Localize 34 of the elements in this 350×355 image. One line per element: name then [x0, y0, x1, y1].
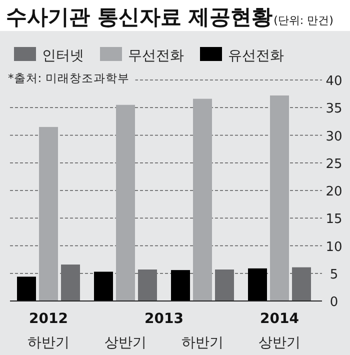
bar: [138, 270, 157, 301]
text: 2013: [144, 311, 184, 327]
bar: [17, 276, 36, 301]
y-tick-label: 20: [326, 184, 342, 200]
chart-title: 수사기관 통신자료 제공현황: [6, 5, 273, 29]
y-tick-label: 40: [326, 74, 342, 89]
legend-label: 유선전화: [228, 48, 284, 64]
bar: [193, 98, 212, 301]
bar: [94, 272, 113, 301]
bar: [171, 270, 190, 301]
y-tick-label: 25: [326, 156, 342, 172]
x-tick-label: 하반기: [182, 335, 224, 351]
text: 2014: [260, 311, 300, 327]
bar: [292, 267, 311, 301]
x-tick-label: 상반기: [104, 335, 146, 351]
chart-subtitle: (단위: 만건): [274, 14, 334, 27]
bar: [248, 268, 267, 301]
y-tick-label: 35: [326, 102, 342, 117]
bar: [270, 95, 289, 301]
y-tick-label: 0: [330, 295, 338, 310]
bar: [39, 126, 58, 301]
legend-label: 인터넷: [42, 48, 84, 64]
text: 2012: [29, 311, 68, 327]
x-tick-label: 상반기: [258, 335, 300, 351]
bar: [215, 270, 234, 301]
y-tick-label: 5: [330, 267, 338, 282]
x-tick-label: 하반기: [28, 335, 70, 351]
y-tick-label: 15: [326, 212, 342, 228]
legend-label: 무선전화: [128, 48, 184, 64]
bar: [116, 104, 135, 301]
y-tick-label: 30: [326, 129, 342, 144]
y-tick-label: 10: [326, 240, 342, 255]
bar: [61, 264, 80, 301]
annotation: *출처: 미래창조과학부: [8, 71, 130, 85]
